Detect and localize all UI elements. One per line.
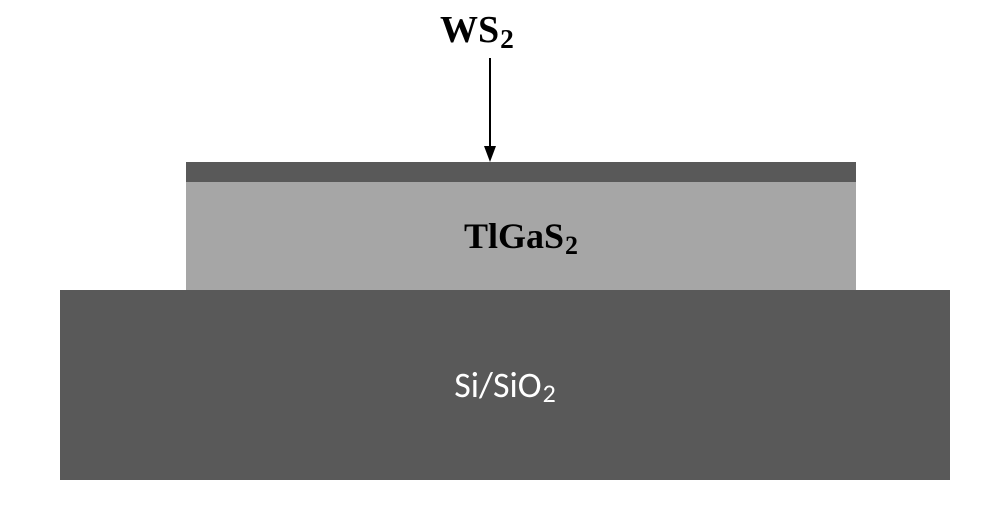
layer-middle: TlGaS2 (186, 182, 856, 290)
annotation-arrow (478, 58, 502, 178)
layer-substrate-label-sub: 2 (543, 377, 556, 409)
top-layer-annotation-sub: 2 (500, 24, 514, 54)
layer-substrate: Si/SiO2 (60, 290, 950, 480)
layer-substrate-label: Si/SiO2 (454, 363, 556, 407)
layer-middle-label-sub: 2 (565, 231, 578, 260)
layer-middle-label: TlGaS2 (464, 215, 578, 257)
layer-top-film (186, 162, 856, 182)
diagram-canvas: WS2 TlGaS2 Si/SiO2 (0, 0, 1000, 513)
top-layer-annotation: WS2 (440, 8, 514, 52)
layer-middle-label-main: TlGaS (464, 216, 564, 256)
layer-substrate-label-main: Si/SiO (454, 363, 541, 407)
top-layer-annotation-main: WS (440, 9, 499, 51)
